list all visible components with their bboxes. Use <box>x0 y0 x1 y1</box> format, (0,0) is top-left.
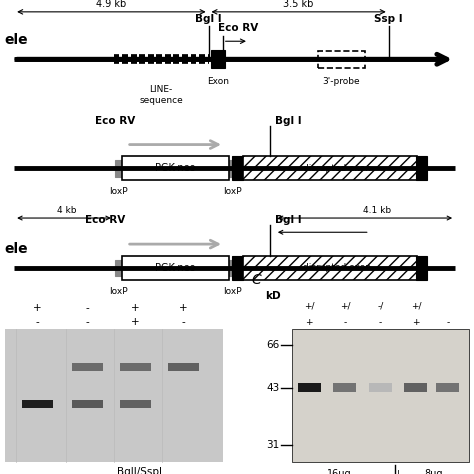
Text: +: + <box>131 317 140 327</box>
Bar <box>243 156 417 180</box>
Text: loxP: loxP <box>223 187 242 196</box>
Text: 4 kb: 4 kb <box>56 206 76 215</box>
Bar <box>232 156 243 180</box>
Bar <box>115 260 122 276</box>
Text: -/: -/ <box>377 301 383 310</box>
Text: Exon: Exon <box>207 77 229 86</box>
Bar <box>122 256 228 280</box>
Text: 4.1 kb: 4.1 kb <box>363 206 391 215</box>
Text: -: - <box>86 303 90 313</box>
Text: -: - <box>447 318 449 327</box>
Text: |: | <box>397 469 400 474</box>
Text: -: - <box>36 317 39 327</box>
Text: ele: ele <box>5 242 28 256</box>
Text: +: + <box>412 318 419 327</box>
Text: -: - <box>379 318 382 327</box>
Bar <box>120 400 151 408</box>
Text: -: - <box>182 317 185 327</box>
Bar <box>404 383 428 392</box>
Bar <box>437 383 459 392</box>
Text: +: + <box>179 303 188 313</box>
Text: +: + <box>131 303 140 313</box>
Text: C: C <box>251 273 261 287</box>
Bar <box>228 160 236 177</box>
Bar <box>120 363 151 371</box>
Bar <box>122 156 228 180</box>
Text: kD: kD <box>265 291 280 301</box>
Bar <box>243 256 417 280</box>
Bar <box>228 260 236 276</box>
Bar <box>73 363 103 371</box>
Text: 16µg: 16µg <box>327 469 352 474</box>
Bar <box>5 329 223 462</box>
Text: Eco RV: Eco RV <box>218 23 258 33</box>
Text: loxP: loxP <box>109 187 128 196</box>
Bar <box>73 400 103 408</box>
Text: +: + <box>306 318 313 327</box>
Bar <box>369 383 392 392</box>
Text: ele: ele <box>5 33 28 47</box>
Text: +/: +/ <box>339 301 350 310</box>
Text: Bgl I: Bgl I <box>275 116 301 126</box>
Text: 3'-probe: 3'-probe <box>322 77 360 86</box>
Text: BgII/SspI: BgII/SspI <box>118 467 163 474</box>
Bar <box>416 156 427 180</box>
Bar <box>168 363 199 371</box>
Bar <box>333 383 356 392</box>
Text: -: - <box>343 318 346 327</box>
Bar <box>298 383 321 392</box>
Bar <box>22 400 53 408</box>
Text: Eco RV: Eco RV <box>85 215 126 225</box>
Text: 8µg: 8µg <box>424 469 443 474</box>
Bar <box>292 329 469 462</box>
Bar <box>318 51 365 68</box>
Text: 4.9 kb: 4.9 kb <box>96 0 127 9</box>
Text: Bgl I: Bgl I <box>275 215 301 225</box>
Text: -: - <box>86 317 90 327</box>
Text: loxP: loxP <box>223 287 242 296</box>
Bar <box>232 256 243 280</box>
Text: loxP: loxP <box>109 287 128 296</box>
Bar <box>115 160 122 177</box>
Text: Eco RV: Eco RV <box>95 116 135 126</box>
Text: 3.5 kb: 3.5 kb <box>283 0 314 9</box>
Bar <box>416 256 427 280</box>
Text: disrupted exon: disrupted exon <box>302 164 371 173</box>
Text: 66: 66 <box>266 340 280 350</box>
Text: +: + <box>33 303 42 313</box>
Bar <box>211 50 225 68</box>
Text: PGK-neo: PGK-neo <box>155 163 196 173</box>
Text: +/: +/ <box>410 301 421 310</box>
Text: Ssp I: Ssp I <box>374 14 403 24</box>
Text: 43: 43 <box>266 383 280 393</box>
Text: +/: +/ <box>304 301 315 310</box>
Text: LINE-
sequence: LINE- sequence <box>139 85 183 105</box>
Text: disrupted exon: disrupted exon <box>302 264 371 272</box>
Text: PGK-neo: PGK-neo <box>155 263 196 273</box>
Text: Bgl I: Bgl I <box>195 14 222 24</box>
Text: 31: 31 <box>266 440 280 450</box>
